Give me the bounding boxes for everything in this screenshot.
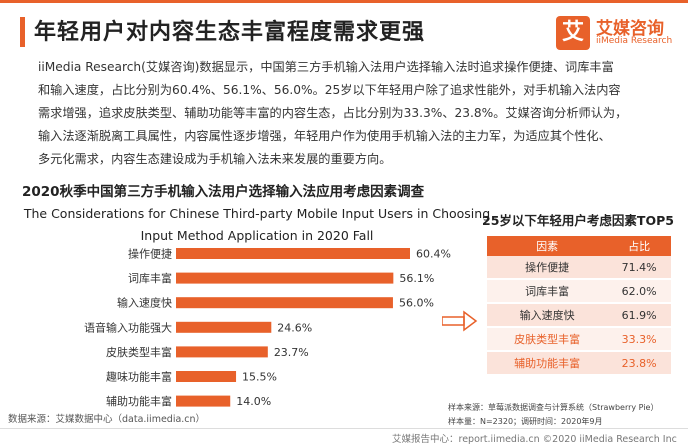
top5-share: 33.3% (607, 327, 671, 352)
sample-source: 样本来源：草莓派数据调查与计算系统（Strawberry Pie） (448, 403, 659, 412)
value-label: 56.0% (399, 297, 434, 310)
summary-line: 需求增强，追求皮肤类型、辅助功能等丰富的内容生态，占比分别为33.3%、23.8… (38, 106, 628, 120)
table-row: 输入速度快 61.9% (487, 303, 671, 328)
top5-factor: 输入速度快 (487, 303, 608, 328)
top5-title: 25岁以下年轻用户考虑因素TOP5 (482, 213, 674, 228)
logo-name-en: iiMedia Research (596, 36, 673, 46)
category-label: 输入速度快 (117, 296, 172, 310)
value-label: 60.4% (416, 248, 451, 261)
top5-share: 23.8% (607, 351, 671, 376)
bar (176, 321, 272, 333)
footer-text: 艾媒报告中心：report.iimedia.cn ©2020 iiMedia R… (392, 434, 677, 445)
top5-share: 61.9% (607, 303, 671, 328)
top5-header-factor: 因素 (487, 236, 608, 256)
top5-header-share: 占比 (607, 236, 671, 256)
value-label: 56.1% (399, 272, 434, 285)
chart-title-en-line: Input Method Application in 2020 Fall (140, 228, 374, 243)
summary-line: 和输入速度，占比分别为60.4%、56.1%、56.0%。25岁以下年轻用户除了… (38, 83, 621, 97)
chart-title-en: The Considerations for Chinese Third-par… (22, 203, 492, 247)
iimedia-logo: 艾 艾媒咨询 iiMedia Research (556, 14, 676, 52)
page-title: 年轻用户对内容生态丰富程度需求更强 (34, 20, 426, 45)
top-accent-line (0, 0, 688, 3)
bar (176, 272, 394, 284)
category-label: 皮肤类型丰富 (106, 345, 172, 359)
top5-share: 62.0% (607, 279, 671, 304)
logo-mark: 艾 (556, 16, 590, 50)
value-label: 23.7% (274, 346, 309, 359)
summary-line: 输入法逐渐脱离工具属性，内容属性逐步增强，年轻用户作为使用手机输入法的主力军，为… (38, 129, 611, 143)
summary-line: 多元化需求，内容生态建设成为手机输入法未来发展的重要方向。 (38, 152, 392, 166)
bar (176, 297, 393, 309)
value-label: 24.6% (277, 321, 312, 334)
summary-paragraph: iiMedia Research(艾媒咨询)数据显示，中国第三方手机输入法用户选… (38, 56, 674, 171)
value-label: 14.0% (236, 395, 271, 408)
table-row: 词库丰富 62.0% (487, 279, 671, 304)
bar-chart: 操作便捷 60.4% 词库丰富 56.1% 输入速度快 56.0% 语音输入功能强大 24.6… (84, 247, 451, 409)
top5-factor: 辅助功能丰富 (487, 351, 608, 376)
arrow-right-icon (442, 310, 478, 332)
top5-factor: 词库丰富 (487, 279, 608, 304)
top5-header-row: 因素 占比 (487, 236, 671, 256)
logo-name-cn: 艾媒咨询 (596, 19, 664, 39)
chart-title-en-line: The Considerations for Chinese Third-par… (23, 206, 491, 221)
category-label: 趣味功能丰富 (106, 370, 172, 384)
bar (176, 395, 231, 407)
category-label: 辅助功能丰富 (106, 394, 172, 408)
top5-factor: 操作便捷 (487, 256, 608, 280)
table-row: 操作便捷 71.4% (487, 256, 671, 280)
category-label: 语音输入功能强大 (84, 320, 172, 334)
data-source: 数据来源：艾媒数据中心（data.iimedia.cn） (8, 414, 206, 425)
category-label: 操作便捷 (128, 247, 172, 261)
title-accent-bar (20, 17, 25, 47)
sample-size: 样本量：N=2320；调研时间：2020年9月 (448, 417, 603, 426)
table-row: 皮肤类型丰富 33.3% (487, 327, 671, 352)
chart-title-cn: 2020秋季中国第三方手机输入法用户选择输入法应用考虑因素调查 (22, 184, 425, 200)
table-row: 辅助功能丰富 23.8% (487, 351, 671, 376)
value-label: 15.5% (242, 371, 277, 384)
bar (176, 346, 268, 358)
bar (176, 248, 410, 259)
top5-share: 71.4% (607, 256, 671, 280)
footer-divider (0, 428, 688, 429)
top5-table: 因素 占比 操作便捷 71.4% 词库丰富 62.0% 输入速度快 61.9% … (487, 236, 671, 376)
summary-line: iiMedia Research(艾媒咨询)数据显示，中国第三方手机输入法用户选… (38, 60, 614, 74)
top5-factor: 皮肤类型丰富 (487, 327, 608, 352)
bar (176, 371, 237, 382)
category-label: 词库丰富 (128, 271, 172, 285)
